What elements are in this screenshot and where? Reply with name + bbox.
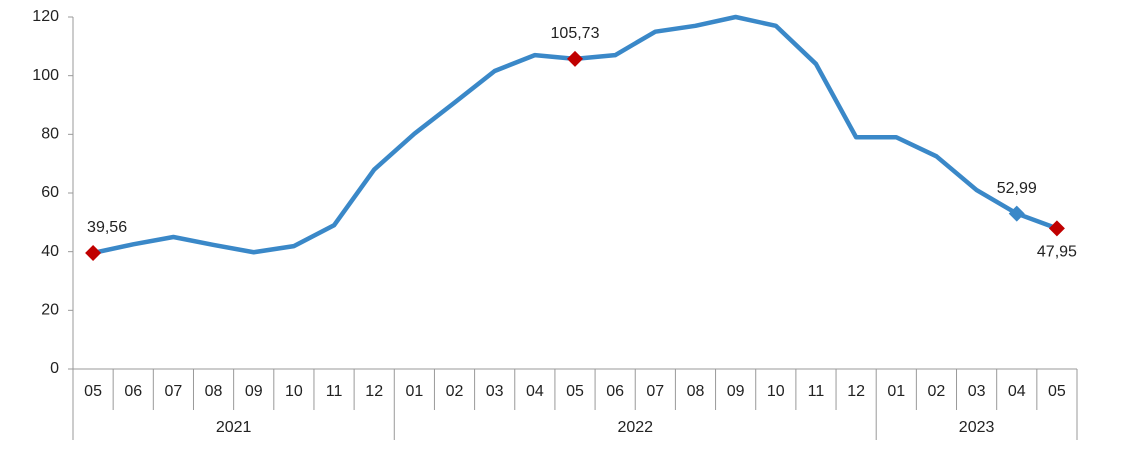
x-tick-label: 05 [566,383,584,400]
x-tick-label: 06 [124,383,142,400]
x-tick-label: 04 [526,383,544,400]
x-tick-label: 07 [165,383,183,400]
x-tick-label: 11 [326,383,343,400]
x-tick-label: 01 [405,383,423,400]
y-tick-label: 40 [41,243,59,260]
x-tick-label: 03 [968,383,986,400]
data-marker [1008,205,1025,222]
data-label: 105,73 [551,25,600,42]
data-label: 52,99 [997,180,1037,197]
x-tick-label: 09 [727,383,745,400]
y-tick-label: 60 [41,184,59,201]
y-tick-label: 120 [32,8,59,25]
x-tick-label: 05 [84,383,102,400]
x-tick-label: 03 [486,383,504,400]
x-tick-label: 01 [887,383,905,400]
group-label: 2022 [617,419,653,436]
data-marker [1048,220,1065,237]
y-tick-label: 100 [32,67,59,84]
y-tick-label: 80 [41,126,59,143]
y-tick-label: 20 [41,302,59,319]
data-marker [85,244,102,261]
x-tick-label: 10 [767,383,785,400]
x-tick-label: 02 [928,383,946,400]
x-tick-label: 06 [606,383,624,400]
x-tick-label: 09 [245,383,263,400]
x-tick-label: 12 [365,383,383,400]
x-tick-label: 08 [205,383,223,400]
data-label: 47,95 [1037,244,1077,261]
x-tick-label: 02 [446,383,464,400]
x-tick-label: 07 [646,383,664,400]
x-tick-label: 08 [687,383,705,400]
x-tick-label: 12 [847,383,865,400]
x-tick-label: 04 [1008,383,1026,400]
group-label: 2021 [216,419,252,436]
data-label: 39,56 [87,219,127,236]
y-tick-label: 0 [50,360,59,377]
group-label: 2023 [959,419,995,436]
x-tick-label: 05 [1048,383,1066,400]
x-tick-label: 11 [808,383,825,400]
data-marker [567,50,583,67]
x-tick-label: 10 [285,383,303,400]
